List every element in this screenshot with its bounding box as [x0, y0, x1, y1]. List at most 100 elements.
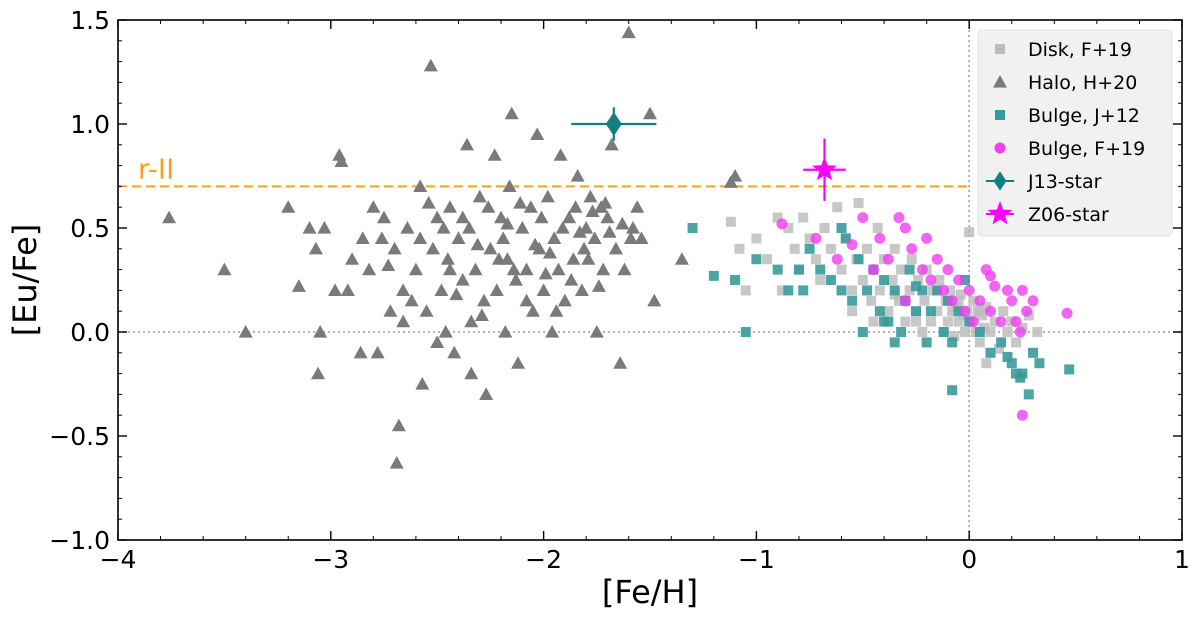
- point: [772, 264, 783, 275]
- point: [1032, 327, 1043, 337]
- point: [974, 327, 985, 337]
- point: [585, 204, 600, 217]
- point: [281, 200, 296, 213]
- point: [425, 241, 440, 255]
- point: [415, 377, 430, 390]
- point: [931, 253, 943, 265]
- point: [959, 305, 971, 317]
- legend-label: Bulge, J+12: [1028, 105, 1140, 127]
- point: [547, 231, 562, 244]
- point: [328, 283, 343, 296]
- point: [302, 221, 317, 234]
- point: [587, 231, 602, 244]
- series-bulge-j-12: [687, 223, 1075, 400]
- point: [557, 293, 572, 307]
- point: [1064, 364, 1075, 375]
- point: [938, 284, 950, 296]
- point: [513, 196, 528, 209]
- point: [574, 283, 589, 296]
- point: [438, 325, 453, 338]
- point: [974, 295, 986, 307]
- point: [462, 221, 477, 234]
- point: [964, 227, 975, 238]
- point: [906, 254, 917, 265]
- point: [430, 335, 445, 348]
- point: [949, 331, 960, 342]
- point: [899, 295, 911, 307]
- point: [389, 456, 404, 469]
- point: [953, 306, 964, 317]
- point: [932, 285, 943, 296]
- x-tick-label: 1: [1174, 545, 1190, 574]
- point: [900, 316, 911, 327]
- legend-label: J13-star: [1027, 171, 1102, 193]
- y-tick-label: 0.0: [70, 318, 110, 347]
- point: [868, 316, 879, 327]
- point: [1006, 358, 1017, 369]
- data-marks: [162, 25, 1075, 469]
- point: [862, 243, 873, 254]
- point: [687, 223, 698, 233]
- point: [615, 216, 630, 230]
- point: [396, 283, 411, 296]
- point: [847, 306, 858, 317]
- point: [566, 252, 581, 265]
- point: [489, 283, 504, 296]
- point: [762, 254, 773, 265]
- point: [942, 264, 954, 276]
- point: [449, 287, 464, 301]
- point: [783, 223, 794, 233]
- point: [413, 179, 428, 192]
- point: [317, 221, 332, 234]
- point: [442, 262, 457, 276]
- point: [596, 262, 611, 276]
- point: [436, 221, 451, 234]
- legend-label: Disk, F+19: [1028, 39, 1132, 61]
- point: [634, 231, 649, 244]
- point: [1011, 337, 1022, 348]
- legend-marker: [993, 171, 1007, 191]
- point: [479, 387, 494, 400]
- point: [494, 210, 509, 224]
- point: [1014, 326, 1026, 338]
- point: [643, 106, 657, 120]
- point: [408, 262, 423, 276]
- point: [468, 262, 483, 276]
- point: [831, 253, 843, 265]
- point: [370, 345, 385, 359]
- point: [487, 148, 502, 161]
- point: [740, 327, 751, 337]
- point: [530, 127, 545, 140]
- point: [572, 225, 587, 238]
- point: [564, 273, 579, 286]
- point: [581, 252, 596, 265]
- point: [874, 285, 885, 296]
- point: [430, 210, 445, 224]
- point: [491, 252, 506, 265]
- point: [772, 212, 783, 223]
- point: [911, 281, 921, 292]
- x-tick-label: −3: [312, 545, 349, 574]
- legend-label: Z06-star: [1028, 204, 1109, 226]
- point: [366, 200, 381, 213]
- point: [874, 306, 885, 317]
- point: [591, 279, 606, 292]
- point: [396, 314, 411, 328]
- point: [916, 264, 928, 276]
- point: [925, 316, 936, 327]
- point: [423, 58, 438, 72]
- point: [953, 295, 964, 306]
- point: [899, 222, 911, 234]
- point: [981, 358, 992, 369]
- point: [508, 273, 523, 286]
- point: [804, 233, 815, 244]
- point: [932, 306, 943, 317]
- point: [874, 232, 886, 244]
- legend-entry: Halo, H+20: [993, 72, 1137, 94]
- plot-frame: [117, 19, 1183, 541]
- point: [313, 325, 328, 338]
- point: [1028, 347, 1039, 358]
- z06-star-marker: [812, 156, 837, 181]
- point: [345, 252, 360, 265]
